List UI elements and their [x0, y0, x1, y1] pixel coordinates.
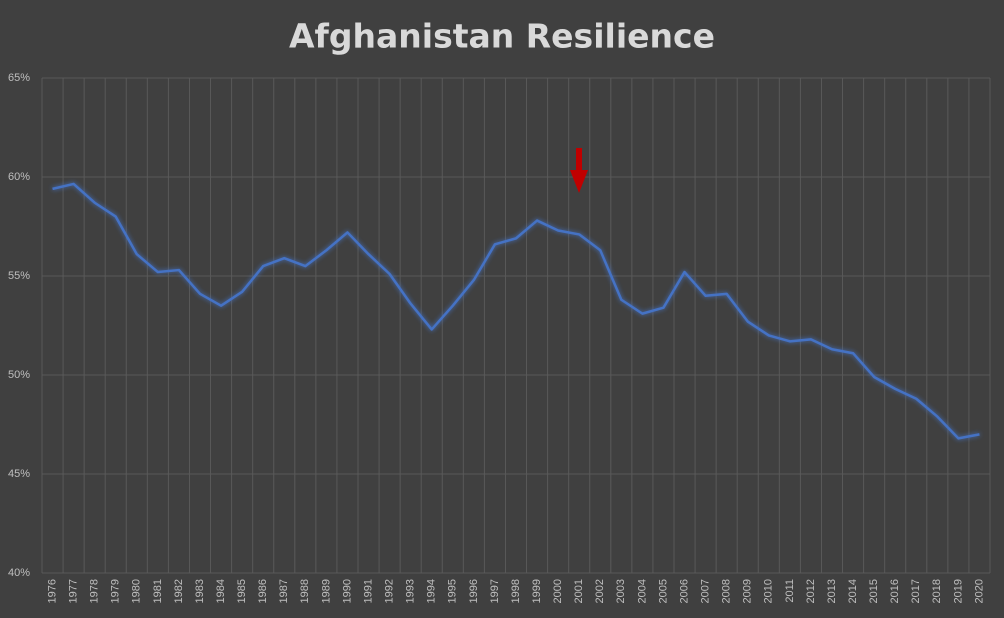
- y-tick-label: 55%: [8, 270, 30, 282]
- x-tick-label: 1979: [110, 579, 122, 603]
- x-tick-label: 2008: [721, 579, 733, 603]
- x-tick-label: 1982: [173, 579, 185, 603]
- x-tick-label: 2009: [742, 579, 754, 603]
- x-tick-label: 1994: [426, 579, 438, 603]
- x-tick-label: 1976: [46, 579, 58, 603]
- x-tick-label: 2010: [763, 579, 775, 603]
- x-tick-label: 2000: [552, 579, 564, 603]
- x-tick-label: 1984: [215, 579, 227, 603]
- y-tick-label: 45%: [8, 468, 30, 480]
- x-tick-label: 1996: [468, 579, 480, 603]
- x-tick-label: 2017: [910, 579, 922, 603]
- arrow-shaft: [576, 148, 582, 172]
- x-tick-label: 2018: [931, 579, 943, 603]
- x-tick-label: 1993: [405, 579, 417, 603]
- x-tick-label: 1985: [236, 579, 248, 603]
- x-tick-label: 1990: [341, 579, 353, 603]
- x-tick-label: 1995: [447, 579, 459, 603]
- y-tick-label: 40%: [8, 567, 30, 579]
- x-tick-label: 1992: [384, 579, 396, 603]
- y-tick-label: 65%: [8, 72, 30, 84]
- x-tick-label: 2013: [826, 579, 838, 603]
- x-tick-label: 1983: [194, 579, 206, 603]
- x-tick-label: 1980: [131, 579, 143, 603]
- x-tick-label: 2003: [615, 579, 627, 603]
- y-tick-label: 60%: [8, 171, 30, 183]
- x-tick-label: 1998: [510, 579, 522, 603]
- annotation-arrow: [570, 148, 588, 193]
- line: [52, 182, 980, 440]
- x-tick-label: 2007: [700, 579, 712, 603]
- x-tick-label: 1999: [531, 579, 543, 603]
- x-tick-label: 1997: [489, 579, 501, 603]
- y-tick-label: 50%: [8, 369, 30, 381]
- x-tick-label: 2016: [889, 579, 901, 603]
- arrow-head: [570, 170, 588, 193]
- x-tick-label: 2006: [678, 579, 690, 603]
- x-tick-label: 2012: [805, 579, 817, 603]
- x-tick-label: 2005: [657, 579, 669, 603]
- x-tick-label: 2001: [573, 579, 585, 603]
- chart-title: Afghanistan Resilience: [289, 17, 715, 56]
- grid: 40% 45% 50% 55% 60% 65% 1976 1977 1978 1979 1980 19…: [8, 72, 991, 603]
- x-tick-label: 2019: [952, 579, 964, 603]
- x-tick-label: 1986: [257, 579, 269, 603]
- x-tick-label: 1991: [362, 579, 374, 603]
- x-tick-label: 2004: [636, 579, 648, 603]
- plot: [52, 182, 980, 440]
- x-tick-label: 2015: [868, 579, 880, 603]
- x-tick-label: 2002: [594, 579, 606, 603]
- x-tick-label: 1981: [152, 579, 164, 603]
- x-tick-label: 1988: [299, 579, 311, 603]
- x-tick-label: 1989: [320, 579, 332, 603]
- x-tick-label: 2014: [847, 579, 859, 603]
- x-tick-label: 1977: [68, 579, 80, 603]
- x-tick-label: 1987: [278, 579, 290, 603]
- x-tick-label: 1978: [89, 579, 101, 603]
- x-tick-label: 2011: [784, 579, 796, 603]
- x-tick-label: 2020: [973, 579, 985, 603]
